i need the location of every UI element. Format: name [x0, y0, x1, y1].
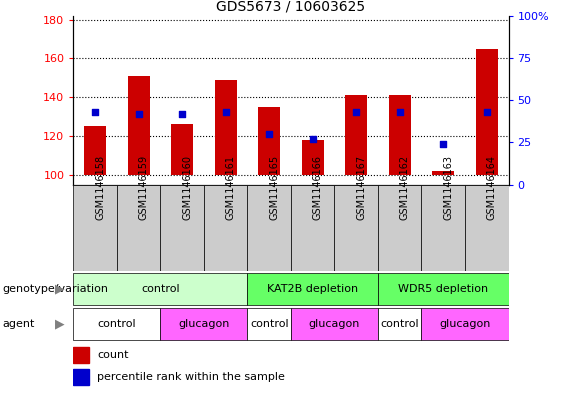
Bar: [291, 185, 334, 271]
Bar: [160, 308, 247, 340]
Text: GSM1146160: GSM1146160: [182, 155, 192, 220]
Text: count: count: [97, 350, 129, 360]
Bar: [73, 185, 117, 271]
Title: GDS5673 / 10603625: GDS5673 / 10603625: [216, 0, 366, 13]
Bar: [334, 185, 378, 271]
Text: agent: agent: [3, 319, 35, 329]
Text: GSM1146163: GSM1146163: [443, 155, 453, 220]
Bar: [171, 125, 193, 175]
Point: [438, 141, 447, 147]
Text: KAT2B depletion: KAT2B depletion: [267, 284, 358, 294]
Bar: [302, 140, 324, 175]
Text: GSM1146165: GSM1146165: [270, 155, 279, 220]
Bar: [345, 95, 367, 175]
Point: [483, 109, 492, 115]
Text: GSM1146167: GSM1146167: [357, 155, 366, 220]
Bar: [291, 308, 378, 340]
Bar: [117, 185, 160, 271]
Point: [134, 110, 144, 117]
Bar: [432, 171, 454, 175]
Text: genotype/variation: genotype/variation: [3, 284, 109, 294]
Text: control: control: [250, 319, 289, 329]
Text: glucagon: glucagon: [309, 319, 360, 329]
Bar: [378, 308, 421, 340]
Text: ▶: ▶: [55, 318, 65, 331]
Bar: [160, 185, 204, 271]
Bar: [215, 80, 237, 175]
Text: ▶: ▶: [55, 282, 65, 296]
Bar: [465, 185, 508, 271]
Text: glucagon: glucagon: [440, 319, 490, 329]
Text: glucagon: glucagon: [179, 319, 229, 329]
Bar: [378, 273, 508, 305]
Bar: [247, 185, 291, 271]
Text: GSM1146164: GSM1146164: [487, 155, 497, 220]
Bar: [204, 185, 247, 271]
Text: control: control: [380, 319, 419, 329]
Text: GSM1146158: GSM1146158: [95, 155, 105, 220]
Point: [264, 131, 274, 137]
Bar: [247, 273, 378, 305]
Bar: [247, 308, 291, 340]
Bar: [73, 308, 160, 340]
Bar: [389, 95, 411, 175]
Bar: [84, 127, 106, 175]
Text: GSM1146162: GSM1146162: [400, 155, 410, 220]
Bar: [378, 185, 421, 271]
Bar: [73, 273, 247, 305]
Point: [308, 136, 318, 142]
Bar: [73, 347, 89, 363]
Bar: [421, 308, 508, 340]
Point: [90, 109, 100, 115]
Text: control: control: [98, 319, 136, 329]
Point: [177, 110, 186, 117]
Bar: [421, 185, 465, 271]
Text: percentile rank within the sample: percentile rank within the sample: [97, 372, 285, 382]
Text: GSM1146166: GSM1146166: [313, 155, 323, 220]
Point: [221, 109, 231, 115]
Bar: [258, 107, 280, 175]
Text: GSM1146161: GSM1146161: [226, 155, 236, 220]
Point: [351, 109, 361, 115]
Text: WDR5 depletion: WDR5 depletion: [398, 284, 488, 294]
Text: control: control: [141, 284, 180, 294]
Bar: [476, 49, 498, 175]
Bar: [73, 369, 89, 385]
Bar: [128, 76, 150, 175]
Point: [396, 109, 405, 115]
Text: GSM1146159: GSM1146159: [139, 155, 149, 220]
